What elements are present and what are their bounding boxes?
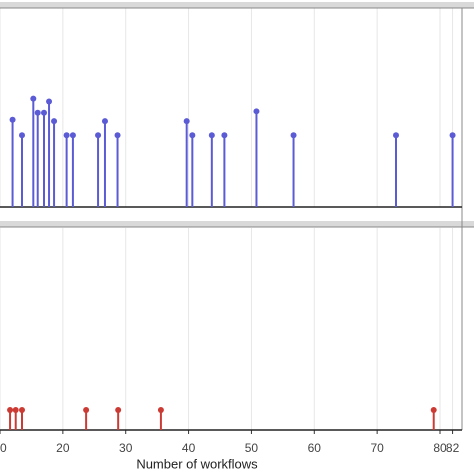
point <box>290 132 297 139</box>
point <box>69 132 76 139</box>
point <box>19 407 25 413</box>
x-tick-label: 20 <box>56 441 70 455</box>
point <box>7 407 14 413</box>
point <box>114 132 121 139</box>
point <box>449 132 456 139</box>
point <box>115 407 122 413</box>
point <box>51 118 58 125</box>
point <box>253 108 260 115</box>
x-tick-label: 30 <box>119 441 133 455</box>
point <box>221 132 228 139</box>
x-tick-label: 50 <box>245 441 259 455</box>
x-tick-label: 82 <box>446 441 460 455</box>
point <box>9 116 16 123</box>
x-tick-label: 70 <box>370 441 384 455</box>
point <box>95 132 102 139</box>
point <box>393 132 399 139</box>
point <box>157 407 164 413</box>
x-axis-label: Number of workflows <box>136 456 258 471</box>
point <box>46 98 53 105</box>
facet-strip <box>0 2 474 8</box>
point <box>19 132 25 139</box>
point <box>30 95 37 102</box>
point <box>63 132 70 139</box>
point <box>101 118 108 125</box>
x-tick-label: 60 <box>308 441 322 455</box>
point <box>183 118 190 125</box>
x-tick-label: 10 <box>0 441 7 455</box>
point <box>189 132 196 139</box>
x-tick-label: 40 <box>182 441 196 455</box>
facet-strip <box>0 221 474 227</box>
point <box>83 407 90 413</box>
point <box>41 109 47 116</box>
point <box>208 132 215 139</box>
point <box>430 407 437 413</box>
point <box>12 407 19 413</box>
x-tick-label: 80 <box>433 441 447 455</box>
point <box>34 109 41 116</box>
